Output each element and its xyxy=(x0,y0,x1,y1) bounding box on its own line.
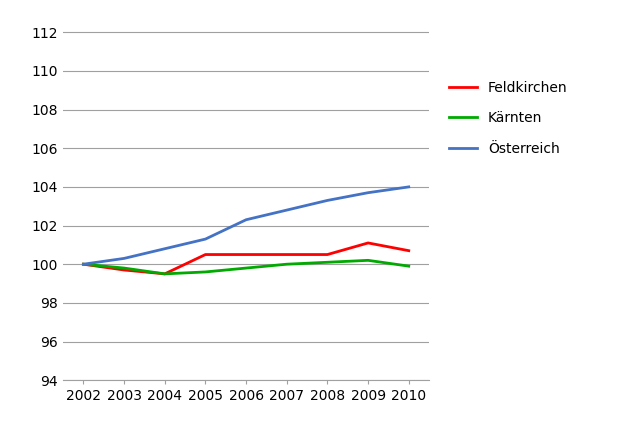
Feldkirchen xyxy=(405,248,413,253)
Österreich xyxy=(121,256,128,261)
Kärnten xyxy=(283,262,290,267)
Österreich xyxy=(405,184,413,190)
Legend: Feldkirchen, Kärnten, Österreich: Feldkirchen, Kärnten, Österreich xyxy=(444,75,573,162)
Kärnten xyxy=(202,269,209,274)
Österreich xyxy=(283,207,290,213)
Österreich xyxy=(242,217,250,222)
Österreich xyxy=(202,236,209,241)
Feldkirchen xyxy=(283,252,290,257)
Feldkirchen xyxy=(364,240,372,245)
Kärnten xyxy=(242,266,250,271)
Feldkirchen xyxy=(242,252,250,257)
Feldkirchen xyxy=(80,262,87,267)
Feldkirchen xyxy=(161,271,168,276)
Line: Feldkirchen: Feldkirchen xyxy=(83,243,409,274)
Österreich xyxy=(161,246,168,251)
Kärnten xyxy=(80,262,87,267)
Österreich xyxy=(364,190,372,195)
Line: Kärnten: Kärnten xyxy=(83,260,409,274)
Österreich xyxy=(80,262,87,267)
Feldkirchen xyxy=(324,252,331,257)
Kärnten xyxy=(121,266,128,271)
Kärnten xyxy=(161,271,168,276)
Kärnten xyxy=(324,260,331,265)
Kärnten xyxy=(405,264,413,269)
Feldkirchen xyxy=(202,252,209,257)
Line: Österreich: Österreich xyxy=(83,187,409,264)
Österreich xyxy=(324,198,331,203)
Kärnten xyxy=(364,258,372,263)
Feldkirchen xyxy=(121,267,128,273)
